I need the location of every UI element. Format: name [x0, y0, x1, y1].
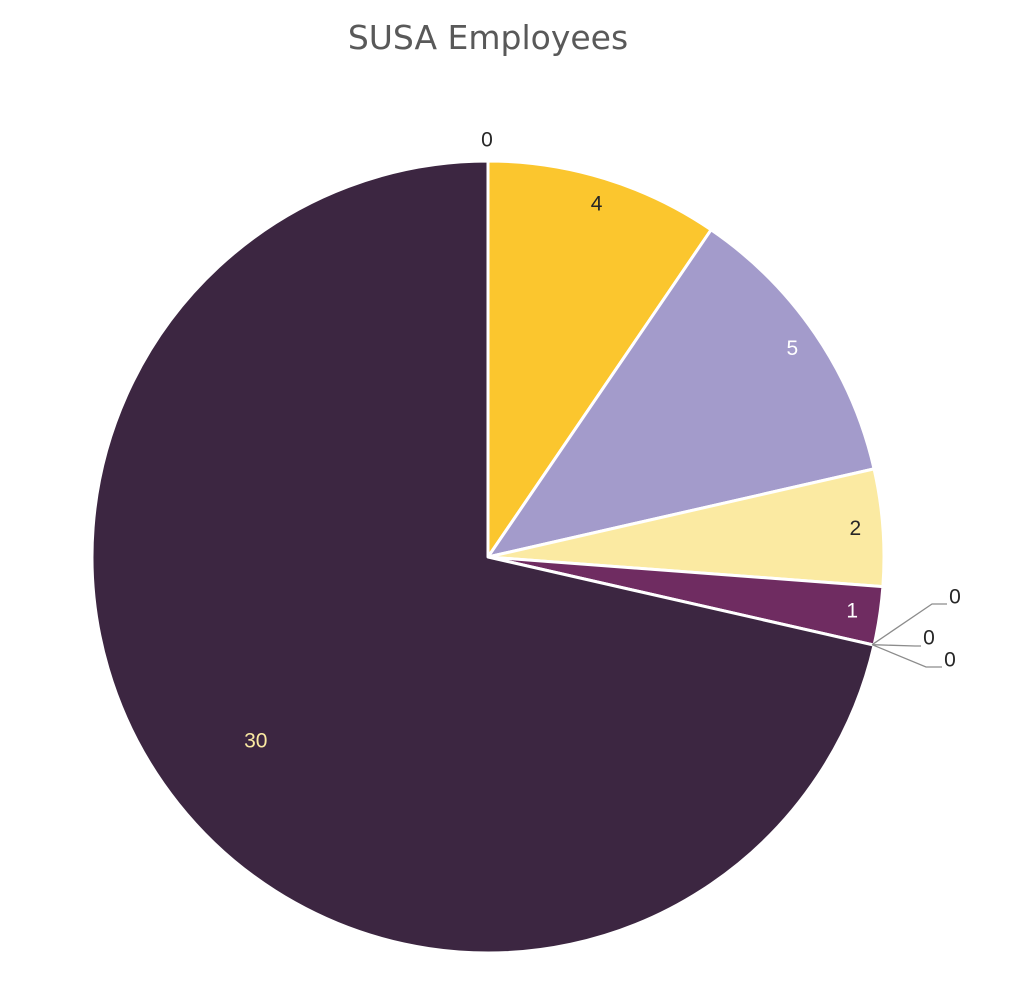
- pie-slice: [486, 228, 876, 559]
- data-label: 0: [923, 627, 935, 650]
- leader-lines: [871, 603, 947, 668]
- data-label: 0: [949, 586, 961, 609]
- pie-slice: [90, 159, 876, 955]
- data-label: 30: [244, 730, 267, 753]
- data-label: 2: [849, 517, 861, 540]
- data-label: 1: [846, 599, 858, 622]
- leader-line: [871, 603, 947, 646]
- chart-title: SUSA Employees: [347, 18, 629, 57]
- data-label: 5: [786, 337, 798, 360]
- pie-slice: [486, 159, 713, 559]
- data-label: 0: [944, 649, 956, 672]
- data-label: 4: [591, 193, 603, 216]
- pie-slices: [90, 159, 886, 955]
- leader-line: [871, 644, 942, 668]
- leader-line: [872, 644, 921, 647]
- data-label: 0: [481, 129, 493, 152]
